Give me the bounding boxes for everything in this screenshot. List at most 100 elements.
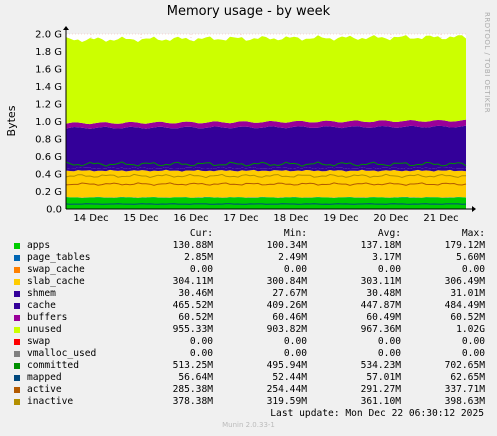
chart-plot: 0.0 0.2 G 0.4 G 0.6 G 0.8 G 1.0 G 1.2 G 1.4 G 1.… [5, 26, 476, 224]
legend-swatch [14, 267, 20, 273]
legend-max: 31.01M [450, 288, 485, 299]
line-active [65, 182, 467, 186]
area-cache [66, 125, 466, 169]
legend-cur: 285.38M [172, 384, 213, 395]
x-tick-label: 20 Dec [373, 213, 408, 224]
legend-min: 254.44M [266, 384, 307, 395]
y-tick-label: 1.4 G [35, 82, 62, 93]
legend-min: 300.84M [266, 276, 307, 287]
legend-cur: 0.00 [189, 264, 213, 275]
legend-row-shmem: shmem 30.46M 27.67M 30.48M 31.01M [12, 288, 492, 300]
rrdtool-credit: RRDTOOL / TOBI OETIKER [483, 12, 491, 114]
legend-name: inactive [27, 396, 74, 407]
legend-avg: 30.48M [366, 288, 401, 299]
area-apps [66, 197, 466, 209]
legend-row-swap: swap 0.00 0.00 0.00 0.00 [12, 336, 492, 348]
line-committed [65, 161, 467, 167]
y-axis-label: Bytes [5, 105, 18, 136]
y-axis-arrow [63, 26, 69, 30]
legend-avg: 967.36M [360, 324, 401, 335]
legend-swatch [14, 255, 20, 261]
legend-avg: 60.49M [366, 312, 401, 323]
y-tick-label: 0.4 G [35, 170, 62, 181]
legend-swatch [14, 327, 20, 333]
legend-cur: 56.64M [178, 372, 213, 383]
legend-min: 27.67M [272, 288, 307, 299]
legend-row-cache: cache 465.52M 409.26M 447.87M 484.49M [12, 300, 492, 312]
legend-cur: 465.52M [172, 300, 213, 311]
x-tick-label: 19 Dec [323, 213, 358, 224]
legend-name: active [27, 384, 62, 395]
y-tick-label: 0.2 G [35, 187, 62, 198]
y-tick-label: 1.8 G [35, 47, 62, 58]
legend-swatch [14, 303, 20, 309]
x-tick-label: 17 Dec [223, 213, 258, 224]
legend-header: Cur: Min: Avg: Max: [12, 228, 492, 240]
legend-min: 60.46M [272, 312, 307, 323]
y-tick-label: 2.0 G [35, 30, 62, 41]
area-buffers [66, 119, 466, 129]
legend-max: 0.00 [461, 264, 485, 275]
legend-name: committed [27, 360, 79, 371]
legend-name: shmem [27, 288, 56, 299]
legend-name: buffers [27, 312, 68, 323]
legend-cur: 60.52M [178, 312, 213, 323]
legend-cur: 130.88M [172, 240, 213, 251]
legend-swatch [14, 243, 20, 249]
legend-max: 702.65M [444, 360, 485, 371]
area-page_tables [66, 196, 466, 198]
legend-row-mapped: mapped 56.64M 52.44M 57.01M 62.65M [12, 372, 492, 384]
y-tick-label: 1.6 G [35, 65, 62, 76]
legend-avg: 534.23M [360, 360, 401, 371]
legend-row-page_tables: page_tables 2.85M 2.49M 3.17M 5.60M [12, 252, 492, 264]
x-tick-label: 15 Dec [123, 213, 158, 224]
legend-cur: 513.25M [172, 360, 213, 371]
legend-max: 5.60M [456, 252, 485, 263]
legend-name: unused [27, 324, 62, 335]
y-tick-label: 1.0 G [35, 117, 62, 128]
legend-name: slab_cache [27, 276, 85, 287]
line-mapped [65, 203, 467, 205]
legend-avg: 0.00 [377, 264, 401, 275]
legend-name: page_tables [27, 252, 91, 263]
legend-min: 495.94M [266, 360, 307, 371]
legend-min: 903.82M [266, 324, 307, 335]
legend-cur: 30.46M [178, 288, 213, 299]
legend-swatch [14, 399, 20, 405]
legend-max: 0.00 [461, 348, 485, 359]
legend-avg: 447.87M [360, 300, 401, 311]
x-tick-label: 16 Dec [173, 213, 208, 224]
legend-swatch [14, 315, 20, 321]
legend-max: 1.02G [456, 324, 485, 335]
line-inactive [65, 173, 467, 179]
legend-name: mapped [27, 372, 62, 383]
legend-min: 409.26M [266, 300, 307, 311]
legend-max: 306.49M [444, 276, 485, 287]
legend-cur: 0.00 [189, 336, 213, 347]
legend-swatch [14, 387, 20, 393]
munin-version: Munin 2.0.33-1 [222, 421, 275, 429]
header-cur: Cur: [189, 228, 213, 239]
legend-swatch [14, 363, 20, 369]
legend-row-active: active 285.38M 254.44M 291.27M 337.71M [12, 384, 492, 396]
y-tick-label: 1.2 G [35, 100, 62, 111]
legend-avg: 3.17M [372, 252, 401, 263]
area-slab_cache [66, 169, 466, 198]
legend-row-buffers: buffers 60.52M 60.46M 60.49M 60.52M [12, 312, 492, 324]
legend-swatch [14, 351, 20, 357]
legend-avg: 137.18M [360, 240, 401, 251]
legend-cur: 955.33M [172, 324, 213, 335]
legend-row-slab_cache: slab_cache 304.11M 300.84M 303.11M 306.49M [12, 276, 492, 288]
legend-max: 0.00 [461, 336, 485, 347]
legend-max: 179.12M [444, 240, 485, 251]
chart-title: Memory usage - by week [166, 4, 331, 19]
legend-avg: 303.11M [360, 276, 401, 287]
legend-min: 2.49M [278, 252, 307, 263]
y-tick-label: 0.0 [46, 205, 62, 216]
legend-swatch [14, 375, 20, 381]
legend-row-apps: apps 130.88M 100.34M 137.18M 179.12M [12, 240, 492, 252]
legend-row-vmalloc_used: vmalloc_used 0.00 0.00 0.00 0.00 [12, 348, 492, 360]
legend-row-unused: unused 955.33M 903.82M 967.36M 1.02G [12, 324, 492, 336]
legend-row-committed: committed 513.25M 495.94M 534.23M 702.65M [12, 360, 492, 372]
legend-max: 484.49M [444, 300, 485, 311]
